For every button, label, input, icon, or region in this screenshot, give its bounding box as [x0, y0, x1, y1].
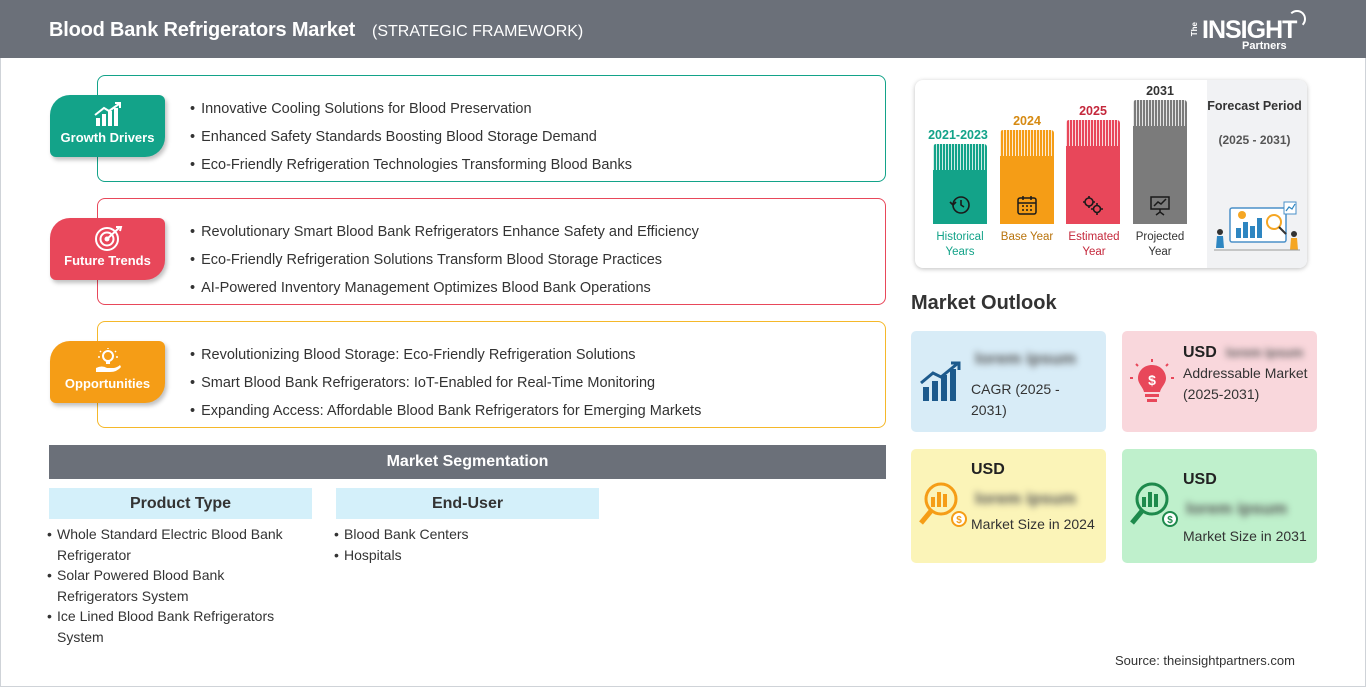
opportunities-box: Revolutionizing Blood Storage: Eco-Frien…: [97, 321, 886, 428]
product-type-item: Solar Powered Blood Bank Refrigerators S…: [47, 565, 309, 606]
future-trends-box: Revolutionary Smart Blood Bank Refrigera…: [97, 198, 886, 305]
year-label-base: 2024: [1013, 114, 1041, 128]
end-user-list: Blood Bank Centers Hospitals: [334, 524, 596, 565]
growth-driver-item: Eco-Friendly Refrigeration Technologies …: [190, 151, 885, 179]
bar-base: [1000, 130, 1054, 224]
forecast-period-range: (2025 - 2031): [1218, 133, 1291, 147]
addressable-market-prefix: USD: [1183, 344, 1217, 361]
cagr-value: lorem ipsum: [975, 349, 1077, 368]
analytics-people-icon: [1214, 201, 1300, 251]
bar-label-projected: Projected Year: [1135, 231, 1185, 258]
market-size-2031-value: lorem ipsum: [1186, 499, 1288, 518]
bar-stripes: [1133, 100, 1187, 126]
page-title: Blood Bank Refrigerators Market: [49, 19, 356, 41]
opportunity-item: Revolutionizing Blood Storage: Eco-Frien…: [190, 341, 885, 369]
product-type-item: Whole Standard Electric Blood Bank Refri…: [47, 524, 309, 565]
growth-driver-item: Innovative Cooling Solutions for Blood P…: [190, 95, 885, 123]
addressable-market-value: lorem ipsum: [1226, 345, 1304, 360]
bar-projected: [1133, 100, 1187, 224]
target-icon: [94, 226, 122, 251]
bar-label-historical: Historical Years: [936, 231, 984, 258]
bar-stripes: [933, 144, 987, 170]
market-size-2024-card: $ USD lorem ipsum Market Size in 2024: [911, 449, 1106, 563]
insight-partners-logo[interactable]: The INSIGHT Partners: [1190, 10, 1310, 54]
opportunities-label: Opportunities: [64, 376, 151, 391]
growth-drivers-tag: Growth Drivers: [50, 95, 165, 157]
page-subtitle: (STRATEGIC FRAMEWORK): [372, 23, 584, 40]
future-trend-item: AI-Powered Inventory Management Optimize…: [190, 274, 885, 302]
future-trend-item: Revolutionary Smart Blood Bank Refrigera…: [190, 218, 885, 246]
forecast-panel: 2021-2023 Historical Years 2024 Base Yea…: [915, 80, 1307, 268]
future-trend-item: Eco-Friendly Refrigeration Solutions Tra…: [190, 246, 885, 274]
future-trends-tag: Future Trends: [50, 218, 165, 280]
money-search-icon: $: [1130, 482, 1178, 527]
market-size-2024-label: Market Size in 2024: [971, 516, 1095, 532]
product-type-heading: Product Type: [49, 488, 312, 519]
history-icon: [949, 196, 970, 214]
calendar-icon: [1017, 196, 1037, 215]
header-bar: Blood Bank Refrigerators Market (STRATEG…: [0, 0, 1366, 58]
market-size-2024-prefix: USD: [971, 461, 1005, 478]
svg-text:$: $: [1167, 515, 1173, 526]
opportunities-tag: Opportunities: [50, 341, 165, 403]
svg-text:$: $: [956, 515, 962, 526]
market-size-2031-card: $ USD lorem ipsum Market Size in 2031: [1122, 449, 1317, 563]
svg-text:$: $: [1148, 372, 1156, 388]
bar-stripes: [1066, 120, 1120, 146]
cagr-card: lorem ipsum CAGR (2025 - 2031): [911, 331, 1106, 432]
logo-insight: INSIGHT: [1202, 16, 1297, 44]
growth-drivers-box: Innovative Cooling Solutions for Blood P…: [97, 75, 886, 182]
market-size-2031-label: Market Size in 2031: [1183, 528, 1307, 544]
opportunity-item: Expanding Access: Affordable Blood Bank …: [190, 397, 885, 425]
logo-partners: Partners: [1242, 40, 1287, 52]
product-type-list: Whole Standard Electric Blood Bank Refri…: [47, 524, 309, 647]
logo-the: The: [1190, 22, 1199, 37]
year-label-projected: 2031: [1146, 84, 1174, 98]
presentation-icon: [1150, 196, 1170, 216]
year-label-historical: 2021-2023: [928, 128, 988, 142]
segmentation-title: Market Segmentation: [49, 445, 886, 479]
bar-label-estimated: Estimated Year: [1068, 231, 1120, 258]
forecast-period-panel: Forecast Period (2025 - 2031): [1207, 80, 1307, 268]
end-user-item: Hospitals: [334, 545, 596, 566]
lightbulb-hand-icon: [95, 348, 121, 372]
future-trends-label: Future Trends: [64, 253, 151, 268]
market-outlook-title: Market Outlook: [911, 292, 1057, 314]
bar-label-base: Base Year: [1000, 231, 1054, 243]
market-size-2024-value: lorem ipsum: [975, 489, 1077, 508]
gears-icon: [1083, 196, 1103, 215]
source-credit[interactable]: Source: theinsightpartners.com: [1115, 653, 1295, 668]
product-type-item: Ice Lined Blood Bank Refrigerators Syste…: [47, 606, 309, 647]
growth-chart-icon: [93, 102, 121, 126]
growth-drivers-label: Growth Drivers: [60, 130, 155, 145]
bar-estimated: [1066, 120, 1120, 224]
opportunity-item: Smart Blood Bank Refrigerators: IoT-Enab…: [190, 369, 885, 397]
cagr-label: CAGR (2025 - 2031): [971, 381, 1060, 418]
forecast-period-title: Forecast Period: [1207, 99, 1302, 113]
lightbulb-dollar-icon: $: [1130, 359, 1174, 402]
growth-chart-icon: [920, 361, 961, 401]
year-label-estimated: 2025: [1079, 104, 1107, 118]
growth-driver-item: Enhanced Safety Standards Boosting Blood…: [190, 123, 885, 151]
money-search-icon: $: [919, 482, 967, 527]
end-user-heading: End-User: [336, 488, 599, 519]
addressable-market-label: Addressable Market (2025-2031): [1183, 365, 1308, 402]
addressable-market-card: $ USD lorem ipsum Addressable Market (20…: [1122, 331, 1317, 432]
bar-stripes: [1000, 130, 1054, 156]
market-size-2031-prefix: USD: [1183, 471, 1217, 488]
end-user-item: Blood Bank Centers: [334, 524, 596, 545]
logo-arc-icon: [1288, 10, 1306, 28]
bar-historical: [933, 144, 987, 224]
